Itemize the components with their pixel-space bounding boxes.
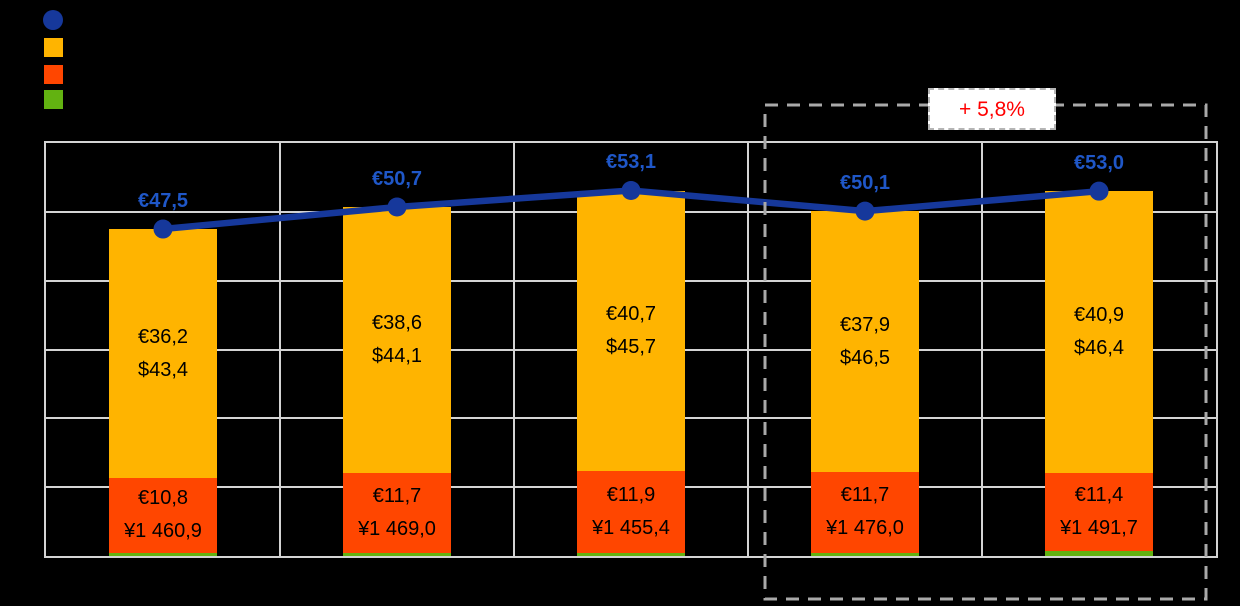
total-line-marker-icon <box>855 201 875 221</box>
bar-segment-red-middle-segment: €11,9 ¥1 455,4 <box>577 470 685 553</box>
bar-segment-green-bottom-segment <box>343 553 451 556</box>
bar-segment-orange-top-segment: €40,7 $45,7 <box>577 190 685 471</box>
bar-value-label: €10,8 <box>137 487 189 510</box>
bar-value-label: ¥1 460,9 <box>124 520 202 543</box>
bar-value-label: €38,6 <box>371 311 423 334</box>
legend-marker-total-line-icon <box>43 10 63 30</box>
total-line-value-label: €53,0 <box>1073 152 1125 175</box>
bar-segment-orange-top-segment: €36,2 $43,4 <box>109 229 217 479</box>
bar-segment-red-middle-segment: €11,7 ¥1 469,0 <box>343 472 451 554</box>
total-line-marker-icon <box>621 180 641 200</box>
gridline-vertical <box>279 143 281 556</box>
gridline-vertical <box>747 143 749 556</box>
bar-value-label: €36,2 <box>137 325 189 348</box>
gridline-vertical <box>513 143 515 556</box>
bar-value-label: €40,7 <box>605 302 657 325</box>
total-line-value-label: €53,1 <box>605 151 657 174</box>
bar-value-label: $44,1 <box>371 344 423 367</box>
bar-value-label: ¥1 469,0 <box>358 517 436 540</box>
total-line-value-label: €50,1 <box>839 172 891 195</box>
legend-marker-red-series-icon <box>44 65 63 84</box>
bar-segment-red-middle-segment: €10,8 ¥1 460,9 <box>109 478 217 553</box>
total-line-marker-icon <box>1089 181 1109 201</box>
growth-annotation: + 5,8% <box>928 88 1056 130</box>
bar-segment-green-bottom-segment <box>577 552 685 556</box>
bar-value-label: €11,7 <box>372 484 422 507</box>
bar-segment-orange-top-segment: €38,6 $44,1 <box>343 207 451 473</box>
total-line-value-label: €50,7 <box>371 168 423 190</box>
bar-value-label: $45,7 <box>605 335 657 358</box>
bar-value-label: $43,4 <box>137 358 189 381</box>
bar-value-label: ¥1 455,4 <box>592 516 670 539</box>
legend-marker-green-series-icon <box>44 90 63 109</box>
total-line-value-label: €47,5 <box>137 190 189 213</box>
bar-segment-green-bottom-segment <box>109 552 217 556</box>
total-line-marker-icon <box>387 197 407 217</box>
bar-value-label: €11,9 <box>606 483 656 506</box>
total-line-marker-icon <box>153 219 173 239</box>
plot-area: €10,8 ¥1 460,9 €36,2 $43,4 €11,7 ¥1 469,0 €38,… <box>44 141 1218 558</box>
legend-marker-orange-series-icon <box>44 38 63 57</box>
